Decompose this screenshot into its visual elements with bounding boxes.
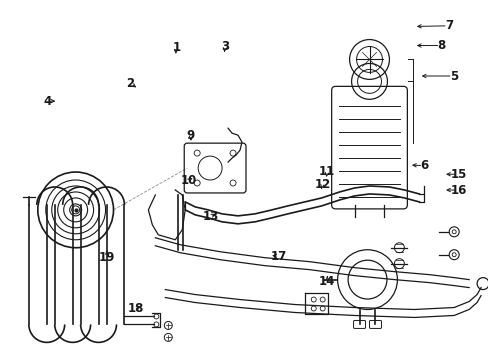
Text: 11: 11 <box>319 165 335 178</box>
Text: 6: 6 <box>420 159 428 172</box>
Text: 17: 17 <box>270 249 286 262</box>
Text: 7: 7 <box>444 19 452 32</box>
Text: 5: 5 <box>449 69 457 82</box>
Text: 13: 13 <box>202 210 218 223</box>
Text: 14: 14 <box>319 275 335 288</box>
Text: 2: 2 <box>126 77 134 90</box>
Text: 15: 15 <box>450 168 466 181</box>
Text: 12: 12 <box>314 178 330 191</box>
Text: 19: 19 <box>99 251 115 264</box>
Text: 10: 10 <box>180 174 196 187</box>
Text: 3: 3 <box>221 40 228 53</box>
Text: 16: 16 <box>450 184 466 197</box>
Text: 1: 1 <box>172 41 180 54</box>
Text: 4: 4 <box>43 95 51 108</box>
Text: 18: 18 <box>128 302 144 315</box>
Text: 8: 8 <box>437 39 445 52</box>
Text: 9: 9 <box>186 129 195 142</box>
